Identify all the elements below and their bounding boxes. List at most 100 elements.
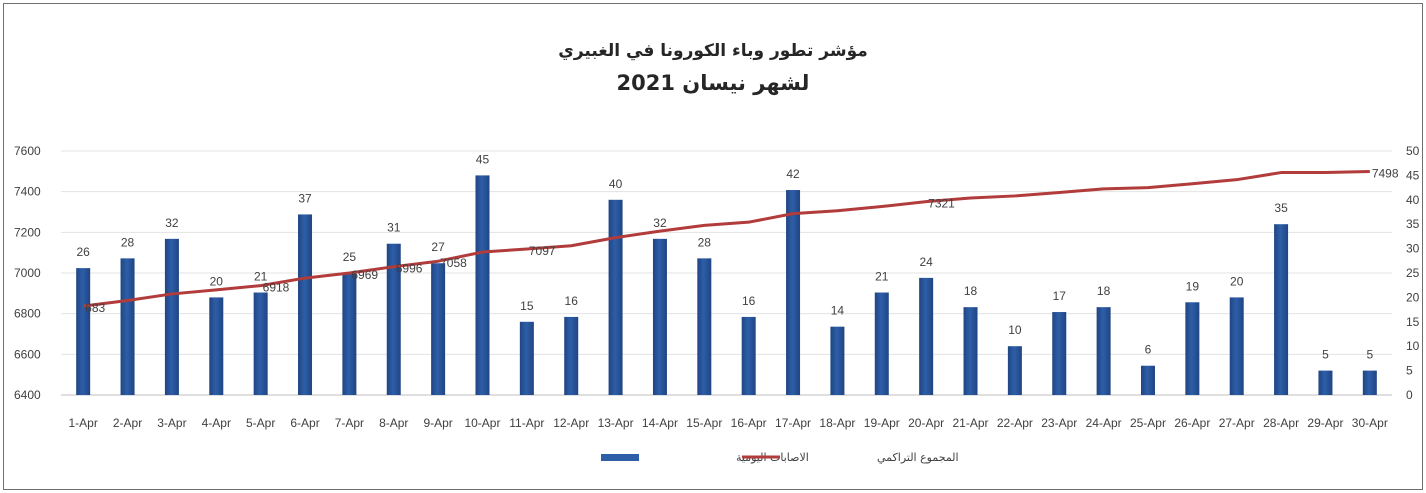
bar-value-label: 42 [786, 167, 800, 181]
x-tick-label: 27-Apr [1219, 416, 1255, 430]
gridlines [61, 150, 1392, 396]
bar-value-label: 32 [165, 216, 179, 230]
bar-value-label: 40 [609, 177, 623, 191]
bar [564, 316, 579, 395]
x-tick-label: 6-Apr [290, 416, 319, 430]
legend: الاصابات اليومية المجموع التراكمي [601, 451, 959, 464]
line-value-label: 7058 [440, 256, 467, 270]
axes: 6400 6600 6800 7000 7200 7400 7600 0 5 10 15 20 25 30… [14, 144, 1420, 430]
cumulative-line [82, 170, 1370, 308]
bar-value-label: 25 [343, 250, 357, 264]
bar-value-label: 21 [875, 270, 889, 284]
chart-title: مؤشر تطور وباء الكورونا في الغبيري [558, 41, 868, 61]
x-tick-label: 26-Apr [1174, 416, 1210, 430]
x-tick-label: 20-Apr [908, 416, 944, 430]
x-tick-label: 12-Apr [553, 416, 589, 430]
bar [1096, 307, 1111, 395]
x-tick-label: 18-Apr [819, 416, 855, 430]
y-left-tick-label: 7000 [14, 266, 41, 280]
bar-value-label: 45 [476, 152, 490, 166]
data-labels: 26 28 32 20 21 37 25 31 27 45 15 16 40 32 28 16 42 14 21 24… [77, 152, 1399, 361]
line-value-label: 7321 [928, 197, 955, 211]
bar [786, 190, 801, 395]
bar [1140, 365, 1155, 395]
y-right-tick-label: 35 [1406, 217, 1420, 231]
bar [209, 297, 224, 395]
x-tick-label: 17-Apr [775, 416, 811, 430]
x-tick-label: 9-Apr [423, 416, 452, 430]
bar [120, 258, 135, 395]
x-tick-label: 24-Apr [1086, 416, 1122, 430]
line-value-label: 6996 [396, 262, 423, 276]
bar-value-label: 19 [1186, 279, 1200, 293]
bar-value-label: 15 [520, 299, 534, 313]
bar-value-label: 6 [1145, 343, 1152, 357]
bar-value-label: 17 [1053, 289, 1067, 303]
bar [386, 243, 401, 395]
y-left-tick-label: 7600 [14, 144, 41, 158]
bar [164, 238, 179, 395]
bar-value-label: 28 [698, 235, 712, 249]
x-tick-label: 21-Apr [953, 416, 989, 430]
x-tick-label: 16-Apr [731, 416, 767, 430]
bar-value-label: 16 [565, 294, 579, 308]
bar-series [76, 175, 1377, 395]
line-value-label: 683 [85, 301, 105, 315]
bar-value-label: 27 [431, 240, 445, 254]
bar-value-label: 32 [653, 216, 667, 230]
x-tick-label: 4-Apr [202, 416, 231, 430]
y-right-tick-label: 25 [1406, 266, 1420, 280]
bar-value-label: 20 [210, 274, 224, 288]
bar [519, 321, 534, 395]
bar-value-label: 14 [831, 304, 845, 318]
legend-label-cumulative: المجموع التراكمي [877, 451, 959, 464]
x-tick-label: 11-Apr [509, 416, 544, 430]
bar [342, 273, 357, 395]
y-right-tick-label: 0 [1406, 388, 1413, 402]
bar [963, 307, 978, 395]
bar-value-label: 18 [964, 284, 978, 298]
bar-value-label: 28 [121, 235, 135, 249]
bar [1362, 370, 1377, 395]
line-value-label: 6969 [351, 268, 378, 282]
bar-value-label: 24 [919, 255, 933, 269]
y-right-tick-label: 40 [1406, 193, 1420, 207]
y-left-tick-label: 6400 [14, 388, 41, 402]
x-tick-label: 1-Apr [69, 416, 98, 430]
line-value-label: 7097 [529, 244, 556, 258]
bar-value-label: 21 [254, 270, 268, 284]
bar [919, 277, 934, 395]
y-right-tick-label: 10 [1406, 339, 1420, 353]
x-tick-label: 10-Apr [464, 416, 500, 430]
x-tick-label: 30-Apr [1352, 416, 1388, 430]
bar [76, 268, 91, 395]
y-left-tick-label: 7200 [14, 225, 41, 239]
bar [1229, 297, 1244, 395]
bar [697, 258, 712, 395]
bar-value-label: 18 [1097, 284, 1111, 298]
y-left-tick-label: 6800 [14, 307, 41, 321]
line-value-label: 6918 [263, 281, 290, 295]
bar [1274, 224, 1289, 395]
bar-value-label: 31 [387, 221, 401, 235]
x-tick-label: 3-Apr [157, 416, 186, 430]
x-tick-label: 22-Apr [997, 416, 1033, 430]
bar [1185, 302, 1200, 395]
bar-value-label: 26 [77, 245, 91, 259]
y-left-tick-label: 6600 [14, 347, 41, 361]
y-right-tick-label: 5 [1406, 364, 1413, 378]
line-series [82, 170, 1370, 308]
x-tick-label: 13-Apr [598, 416, 634, 430]
x-tick-label: 14-Apr [642, 416, 678, 430]
x-tick-label: 25-Apr [1130, 416, 1166, 430]
bar [431, 263, 446, 395]
bar [253, 292, 268, 395]
y-right-tick-label: 15 [1406, 315, 1420, 329]
y-right-tick-label: 20 [1406, 290, 1420, 304]
bar [1007, 346, 1022, 395]
legend-swatch-daily [601, 454, 639, 461]
x-tick-label: 29-Apr [1307, 416, 1343, 430]
bar-value-label: 35 [1274, 201, 1288, 215]
y-left-tick-label: 7400 [14, 185, 41, 199]
x-tick-label: 7-Apr [335, 416, 364, 430]
